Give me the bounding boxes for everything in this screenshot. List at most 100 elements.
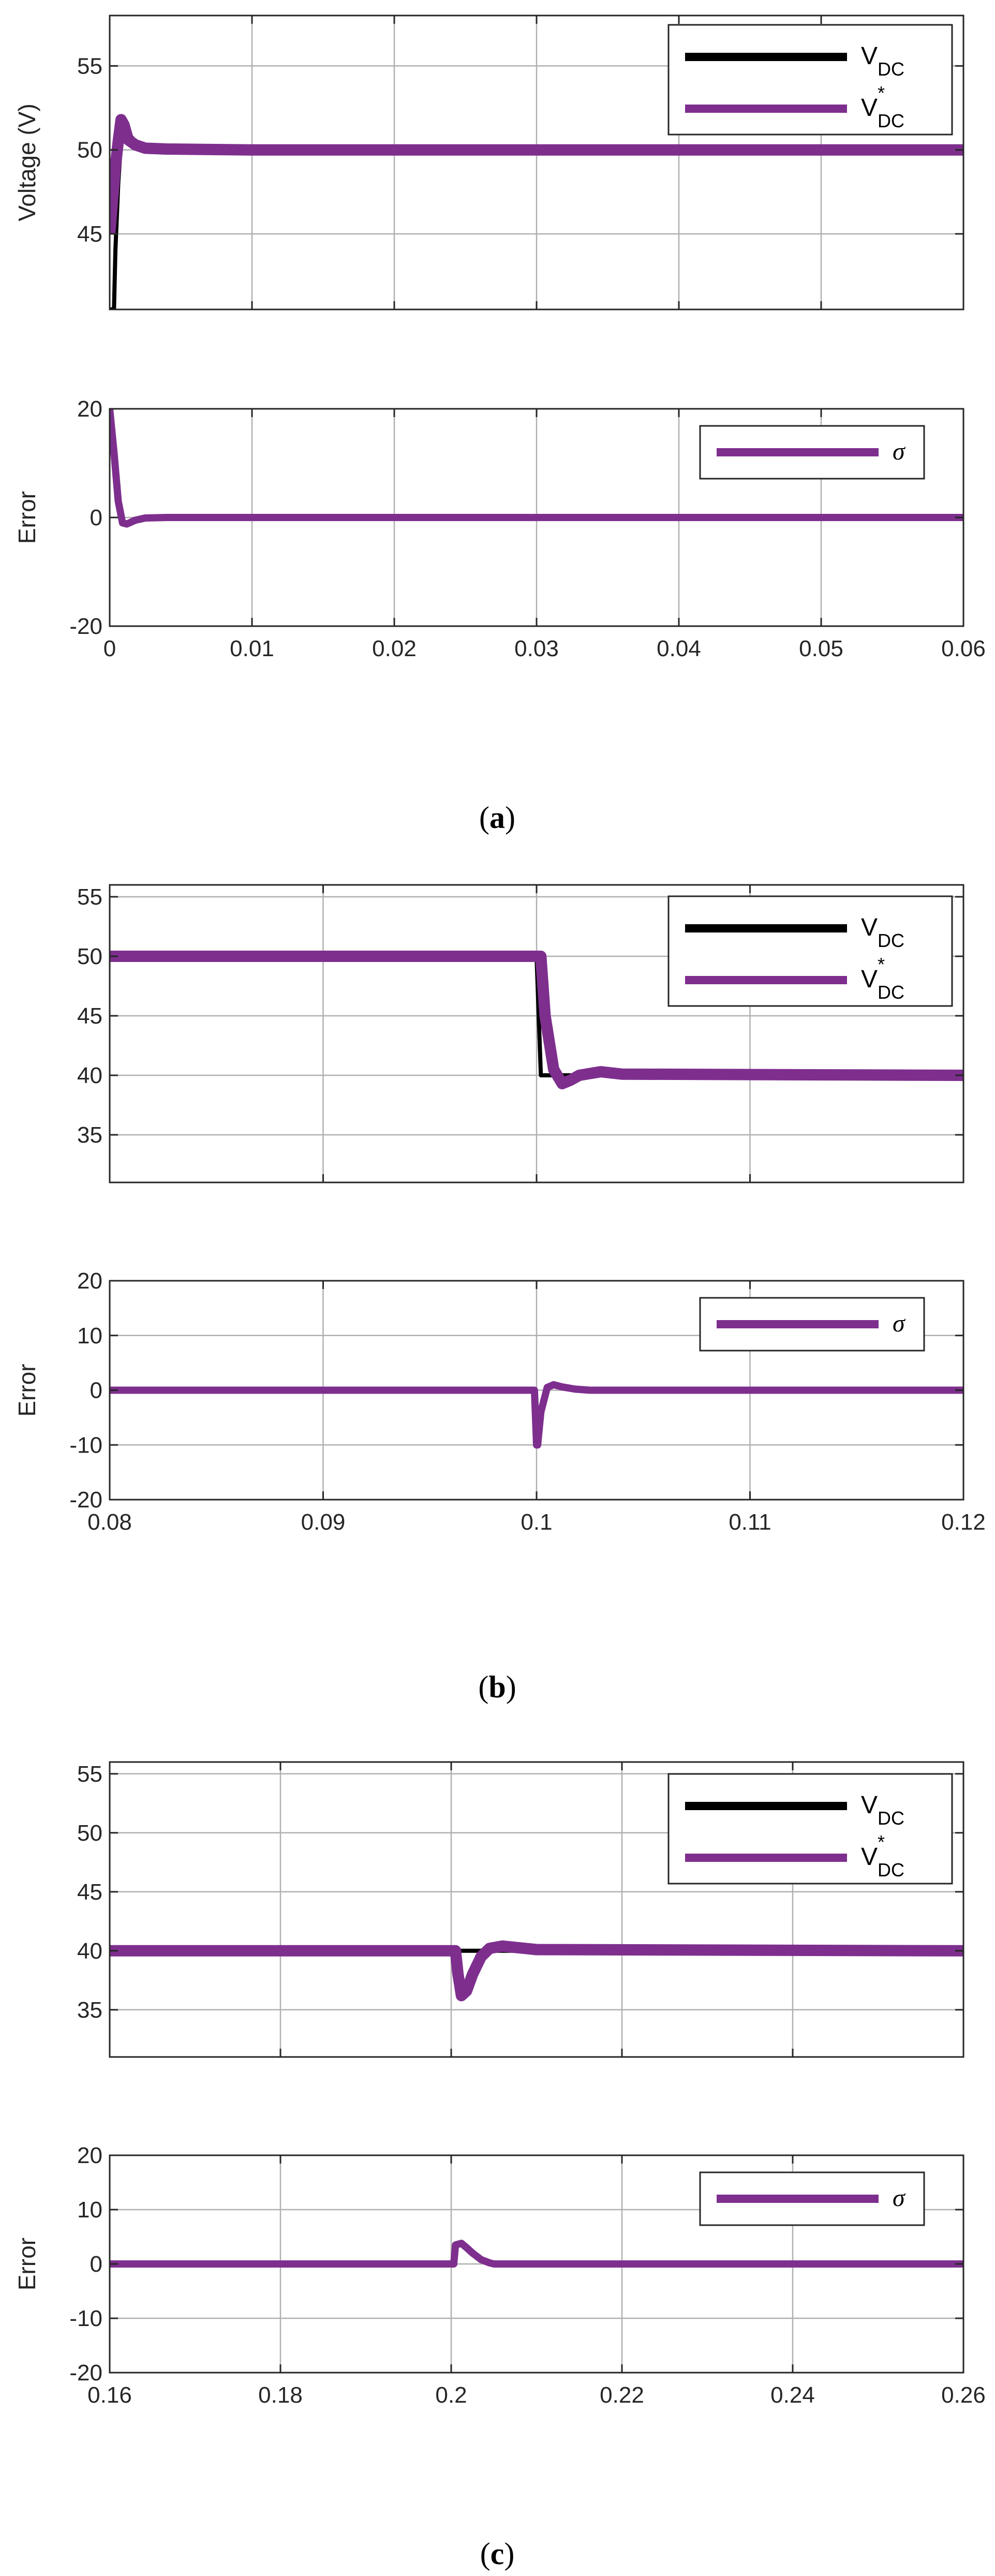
y-axis-label: Error <box>13 1364 40 1416</box>
series-line-vdc <box>110 114 963 234</box>
y-tick-label: 0 <box>90 2252 102 2277</box>
legend-label-vdc: V <box>861 42 878 70</box>
series-group <box>110 1381 963 1449</box>
caption-letter: c <box>491 2537 504 2571</box>
axes-frame <box>109 1761 964 2058</box>
series-group <box>110 951 963 1090</box>
legend-label-vdc: V <box>861 914 878 941</box>
series-group <box>110 2240 963 2268</box>
x-tick-label: 0.24 <box>770 2382 815 2408</box>
y-tick-label: 35 <box>77 1122 102 1148</box>
series-line- <box>110 2240 963 2268</box>
y-axis-label: Error <box>13 491 40 544</box>
caption-a: (a) <box>479 801 515 835</box>
caption-letter: a <box>489 801 505 835</box>
legend-box <box>667 24 953 136</box>
caption-paren-close: ) <box>504 2537 514 2571</box>
y-tick-label: -20 <box>69 614 102 639</box>
y-tick-label: 45 <box>77 1879 102 1905</box>
x-tick-label: 0.02 <box>372 636 417 661</box>
x-tick-label: 0.11 <box>729 1509 771 1535</box>
x-tick-label: 0.22 <box>600 2382 644 2408</box>
legend-sub-vdc: DC <box>878 58 904 80</box>
y-tick-label: 10 <box>77 2197 102 2223</box>
x-tick-label: 0.18 <box>258 2382 303 2408</box>
y-tick-label: 50 <box>77 138 102 163</box>
series-group <box>110 1940 963 2002</box>
legend: V DCV*DC <box>667 895 953 1007</box>
x-tick-label: 0.04 <box>657 636 701 661</box>
y-tick-label: -10 <box>69 2306 102 2331</box>
legend-label-vdc-ref: V <box>861 1843 878 1871</box>
y-tick-label: -10 <box>69 1432 102 1458</box>
y-tick-label: 45 <box>77 1003 102 1029</box>
y-tick-label: 20 <box>77 396 102 422</box>
legend-label-vdc-ref: V <box>861 966 878 993</box>
series-line-vdc <box>110 1940 963 2002</box>
chart-b-error: 0.08 0.09 0.1 0.11 0.12 -20 -10 0 10 20 Error σ <box>13 1268 986 1535</box>
y-tick-label: 10 <box>77 1323 102 1349</box>
x-tick-label: 0.06 <box>941 636 986 661</box>
y-tick-label: -20 <box>69 1487 102 1513</box>
x-tick-label: 0.1 <box>521 1509 552 1535</box>
y-tick-label: 20 <box>77 1268 102 1294</box>
legend-sup-vdc-ref: * <box>878 82 885 103</box>
series-line-vdc <box>110 951 963 1090</box>
legend: σ <box>699 1297 925 1352</box>
x-tick-label: 0.16 <box>87 2382 132 2408</box>
legend-label-sigma: σ <box>893 2184 906 2212</box>
y-tick-label: 55 <box>77 884 102 910</box>
y-tick-label: 0 <box>90 505 102 530</box>
caption-c: (c) <box>480 2537 515 2571</box>
y-tick-label: 55 <box>77 53 102 79</box>
legend-label-vdc: V <box>861 1792 878 1819</box>
caption-letter: b <box>488 1670 506 1704</box>
y-tick-label: 20 <box>77 2143 102 2168</box>
legend-sub-vdc-ref: DC <box>878 982 904 1003</box>
caption-paren-open: ( <box>478 1670 488 1704</box>
legend-sub-vdc-ref: DC <box>878 1859 904 1881</box>
legend-sub-vdc-ref: DC <box>878 110 904 131</box>
y-tick-label: 40 <box>77 1063 102 1088</box>
legend-sub-vdc: DC <box>878 1808 904 1829</box>
legend: V DCV*DC <box>667 24 953 136</box>
legend-label-vdc-ref: V <box>861 94 878 122</box>
y-tick-label: 40 <box>77 1938 102 1964</box>
x-tick-label: 0.09 <box>301 1509 346 1535</box>
y-tick-label: 45 <box>77 221 102 247</box>
y-tick-label: 35 <box>77 1997 102 2023</box>
series-group <box>110 409 963 528</box>
legend-sup-vdc-ref: * <box>878 954 885 975</box>
x-tick-label: 0 <box>103 636 116 661</box>
y-tick-label: 55 <box>77 1761 102 1787</box>
y-tick-label: 0 <box>90 1378 102 1403</box>
x-tick-label: 0.05 <box>799 636 843 661</box>
legend-box <box>667 1773 953 1885</box>
legend: σ <box>699 2171 925 2226</box>
y-tick-label: -20 <box>69 2360 102 2386</box>
legend: V DCV*DC <box>667 1773 953 1885</box>
caption-paren-open: ( <box>479 801 489 835</box>
caption-b: (b) <box>478 1670 516 1704</box>
legend-label-sigma: σ <box>893 1310 906 1337</box>
y-tick-label: 50 <box>77 1820 102 1846</box>
legend: σ <box>699 425 925 480</box>
x-tick-label: 0.26 <box>941 2382 986 2408</box>
x-tick-label: 0.12 <box>941 1509 986 1535</box>
caption-paren-close: ) <box>505 801 515 835</box>
series-line- <box>110 409 963 528</box>
chart-c-error: 0.16 0.18 0.2 0.22 0.24 0.26 -20 -10 0 10 20 Error σ <box>13 2143 986 2408</box>
caption-paren-close: ) <box>506 1670 516 1704</box>
x-tick-label: 0.03 <box>514 636 559 661</box>
series-line- <box>110 1381 963 1449</box>
x-tick-label: 0.2 <box>435 2382 467 2408</box>
x-tick-label: 0.01 <box>230 636 274 661</box>
legend-sup-vdc-ref: * <box>878 1831 885 1853</box>
caption-paren-open: ( <box>480 2537 491 2571</box>
y-tick-label: 50 <box>77 944 102 969</box>
